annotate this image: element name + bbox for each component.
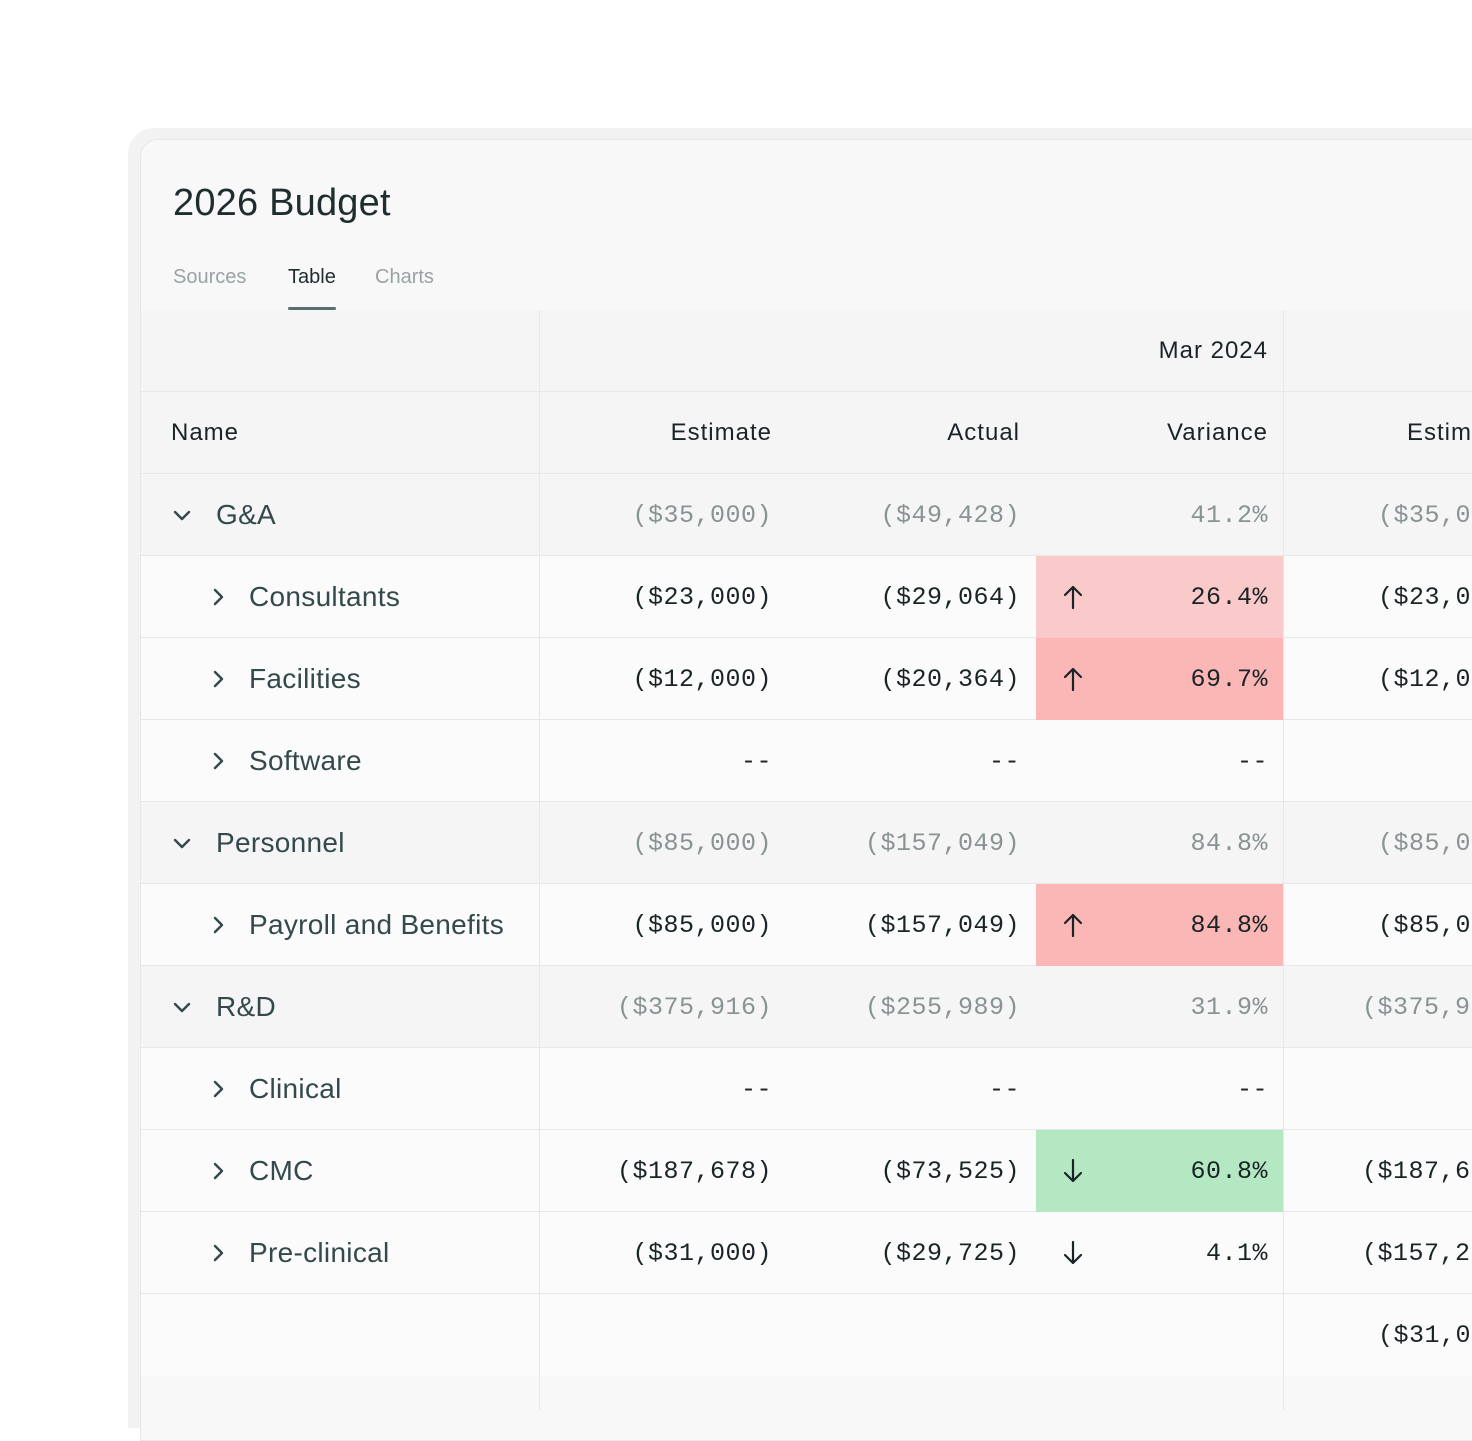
next-estimate-cell: ($85,0 bbox=[1378, 910, 1472, 940]
next-estimate-cell: ($85,0 bbox=[1378, 828, 1472, 858]
column-header-estimate[interactable]: Estimate bbox=[670, 419, 772, 446]
column-header-variance[interactable]: Variance bbox=[1167, 419, 1268, 446]
estimate-cell: ($85,000) bbox=[632, 828, 772, 858]
row-name: Personnel bbox=[216, 827, 345, 858]
variance-cell-highlight: 69.7% bbox=[1036, 638, 1284, 720]
table-row[interactable]: Consultants ($23,000) ($29,064) 26.4% ($… bbox=[141, 556, 1472, 638]
next-estimate-cell: ($187,6 bbox=[1362, 1156, 1471, 1186]
chevron-right-icon[interactable] bbox=[207, 1242, 229, 1264]
table-row[interactable]: Clinical -- -- -- bbox=[141, 1048, 1472, 1130]
arrow-up-icon bbox=[1063, 913, 1083, 938]
variance-value: 4.1% bbox=[1205, 1238, 1268, 1268]
column-divider bbox=[1283, 310, 1284, 1410]
tab-table[interactable]: Table bbox=[288, 266, 336, 310]
chevron-down-icon[interactable] bbox=[171, 504, 193, 526]
actual-cell: ($157,049) bbox=[864, 828, 1020, 858]
actual-cell: -- bbox=[988, 1074, 1020, 1104]
variance-cell: 41.2% bbox=[1190, 500, 1268, 530]
variance-value: 84.8% bbox=[1190, 910, 1268, 940]
chevron-right-icon[interactable] bbox=[207, 1160, 229, 1182]
next-estimate-cell: ($31,0 bbox=[1378, 1320, 1472, 1350]
row-name: R&D bbox=[216, 991, 277, 1022]
actual-cell: ($29,725) bbox=[880, 1238, 1020, 1268]
estimate-cell: ($23,000) bbox=[632, 582, 772, 612]
variance-cell: 31.9% bbox=[1190, 992, 1268, 1022]
arrow-down-icon bbox=[1063, 1240, 1083, 1265]
row-name: CMC bbox=[249, 1155, 314, 1186]
column-header-name[interactable]: Name bbox=[171, 419, 240, 446]
next-estimate-cell: ($157,2 bbox=[1362, 1238, 1471, 1268]
budget-window: 2026 Budget Sources Table Charts Mar 202… bbox=[140, 139, 1472, 1441]
chevron-down-icon[interactable] bbox=[171, 832, 193, 854]
column-header-next-estimate[interactable]: Estim bbox=[1407, 419, 1472, 446]
next-estimate-cell: ($23,0 bbox=[1378, 582, 1472, 612]
next-estimate-cell: ($35,0 bbox=[1378, 500, 1472, 530]
row-name: Facilities bbox=[249, 663, 361, 694]
tab-sources[interactable]: Sources bbox=[173, 266, 247, 288]
actual-cell: ($49,428) bbox=[880, 500, 1020, 530]
estimate-cell: ($12,000) bbox=[632, 664, 772, 694]
variance-value: 60.8% bbox=[1190, 1156, 1268, 1186]
variance-cell-highlight: 84.8% bbox=[1036, 884, 1284, 966]
table-row[interactable]: ($31,0 bbox=[141, 1294, 1472, 1376]
table-row[interactable]: Facilities ($12,000) ($20,364) 69.7% ($1… bbox=[141, 638, 1472, 720]
estimate-cell: ($35,000) bbox=[632, 500, 772, 530]
period-header-row: Mar 2024 bbox=[141, 310, 1472, 392]
estimate-cell: -- bbox=[740, 746, 772, 776]
table-row-group-personnel[interactable]: Personnel ($85,000) ($157,049) 84.8% ($8… bbox=[141, 802, 1472, 884]
chevron-right-icon[interactable] bbox=[207, 914, 229, 936]
tab-charts[interactable]: Charts bbox=[375, 266, 434, 288]
row-name: Payroll and Benefits bbox=[249, 909, 505, 940]
variance-cell: -- bbox=[1236, 1074, 1268, 1104]
page-title: 2026 Budget bbox=[173, 182, 391, 224]
arrow-up-icon bbox=[1063, 667, 1083, 692]
estimate-cell: ($31,000) bbox=[632, 1238, 772, 1268]
variance-cell-highlight: 60.8% bbox=[1036, 1130, 1284, 1212]
actual-cell: ($20,364) bbox=[880, 664, 1020, 694]
chevron-right-icon[interactable] bbox=[207, 750, 229, 772]
next-estimate-cell bbox=[1284, 720, 1472, 802]
table-row-group-rd[interactable]: R&D ($375,916) ($255,989) 31.9% ($375,9 bbox=[141, 966, 1472, 1048]
actual-cell: ($255,989) bbox=[864, 992, 1020, 1022]
row-name: Pre-clinical bbox=[249, 1237, 390, 1268]
column-divider bbox=[539, 310, 540, 1410]
variance-value: 26.4% bbox=[1190, 582, 1268, 612]
column-header-actual[interactable]: Actual bbox=[947, 419, 1020, 446]
actual-cell: ($29,064) bbox=[880, 582, 1020, 612]
variance-cell: 4.1% bbox=[1036, 1212, 1284, 1294]
table-row[interactable]: CMC ($187,678) ($73,525) 60.8% ($187,6 bbox=[141, 1130, 1472, 1212]
actual-cell: ($157,049) bbox=[864, 910, 1020, 940]
chevron-right-icon[interactable] bbox=[207, 586, 229, 608]
table-row-group-ga[interactable]: G&A ($35,000) ($49,428) 41.2% ($35,0 bbox=[141, 474, 1472, 556]
chevron-right-icon[interactable] bbox=[207, 668, 229, 690]
next-estimate-cell: ($12,0 bbox=[1378, 664, 1472, 694]
row-name: Software bbox=[249, 745, 362, 776]
estimate-cell: -- bbox=[740, 1074, 772, 1104]
table-row[interactable]: Payroll and Benefits ($85,000) ($157,049… bbox=[141, 884, 1472, 966]
estimate-cell: ($85,000) bbox=[632, 910, 772, 940]
arrow-down-icon bbox=[1063, 1158, 1083, 1183]
row-name: Clinical bbox=[249, 1073, 342, 1104]
row-name: G&A bbox=[216, 499, 277, 530]
estimate-cell: ($187,678) bbox=[616, 1156, 772, 1186]
actual-cell: -- bbox=[988, 746, 1020, 776]
variance-cell-highlight: 26.4% bbox=[1036, 556, 1284, 638]
period-label: Mar 2024 bbox=[1158, 337, 1268, 364]
table-row[interactable]: Pre-clinical ($31,000) ($29,725) 4.1% ($… bbox=[141, 1212, 1472, 1294]
actual-cell: ($73,525) bbox=[880, 1156, 1020, 1186]
next-estimate-cell: ($375,9 bbox=[1362, 992, 1471, 1022]
chevron-down-icon[interactable] bbox=[171, 996, 193, 1018]
column-header-row: Name Estimate Actual Variance Estim bbox=[141, 392, 1472, 474]
arrow-up-icon bbox=[1063, 585, 1083, 610]
variance-cell: -- bbox=[1236, 746, 1268, 776]
row-name: Consultants bbox=[249, 581, 401, 612]
chevron-right-icon[interactable] bbox=[207, 1078, 229, 1100]
estimate-cell: ($375,916) bbox=[616, 992, 772, 1022]
next-estimate-cell bbox=[1284, 1048, 1472, 1130]
variance-value: 69.7% bbox=[1190, 664, 1268, 694]
variance-cell: 84.8% bbox=[1190, 828, 1268, 858]
table-row[interactable]: Software -- -- -- bbox=[141, 720, 1472, 802]
